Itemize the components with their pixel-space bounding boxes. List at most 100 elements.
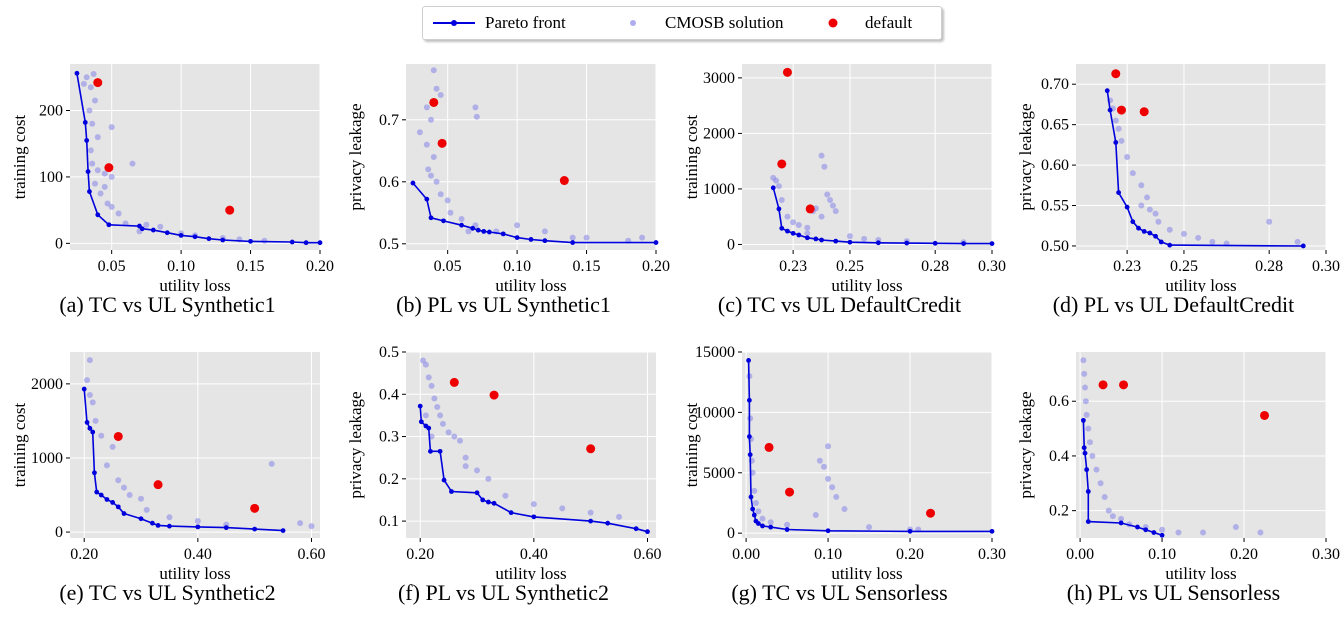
pareto-point xyxy=(1147,230,1153,236)
cmosb-point xyxy=(80,80,87,87)
plot-area xyxy=(70,64,320,250)
cmosb-point xyxy=(87,147,94,154)
cmosb-point xyxy=(451,433,458,440)
cmosb-point xyxy=(92,417,99,424)
pareto-point xyxy=(961,241,966,247)
pareto-point xyxy=(755,521,761,526)
pareto-point xyxy=(989,241,995,247)
cmosb-point xyxy=(816,457,823,464)
pareto-point xyxy=(907,528,913,534)
x-tick-label: 0.10 xyxy=(167,258,195,275)
y-tick-label: 0.3 xyxy=(379,429,399,446)
pareto-point xyxy=(770,185,776,191)
cmosb-point xyxy=(422,361,429,368)
x-tick-label: 0.20 xyxy=(70,546,98,563)
cmosb-point xyxy=(1082,384,1089,391)
cmosb-point xyxy=(825,475,832,482)
cmosb-point xyxy=(775,183,782,190)
plot-area xyxy=(1076,352,1326,538)
cmosb-point xyxy=(104,200,111,207)
cmosb-point xyxy=(1294,238,1301,245)
cmosb-point xyxy=(423,104,430,111)
default-point xyxy=(104,163,114,173)
pareto-point xyxy=(486,229,492,235)
pareto-point xyxy=(747,452,753,458)
y-tick-label: 100 xyxy=(39,169,63,186)
chart-caption: (a) TC vs UL Synthetic1 xyxy=(59,292,276,317)
chart-svg-7: 0.00 0.10 0.20 0.30 0 5000 10000 15000 utility l… xyxy=(682,344,1006,580)
x-tick-label: 0.23 xyxy=(1113,258,1141,275)
default-point xyxy=(586,444,596,454)
cmosb-point xyxy=(833,493,840,500)
pareto-point xyxy=(1124,204,1130,210)
y-axis-label: training cost xyxy=(10,402,29,487)
pareto-point xyxy=(1167,242,1173,248)
x-tick-label: 0.20 xyxy=(406,546,434,563)
chart-panel-7: 0.00 0.10 0.20 0.30 0 5000 10000 15000 utility l… xyxy=(672,330,1007,630)
y-tick-label: 15000 xyxy=(695,344,735,361)
cmosb-point xyxy=(1101,493,1108,500)
legend-item-pareto: Pareto front xyxy=(431,7,566,39)
cmosb-point xyxy=(1266,218,1273,225)
pareto-point xyxy=(1300,243,1306,249)
x-tick-label: 0.00 xyxy=(732,546,760,563)
y-tick-label: 0.70 xyxy=(1041,76,1069,93)
pareto-point xyxy=(904,240,910,246)
cmosb-point xyxy=(1138,182,1145,189)
cmosb-point xyxy=(108,124,115,131)
cmosb-point xyxy=(821,163,828,170)
cmosb-point xyxy=(759,515,766,522)
cmosb-point xyxy=(416,129,423,136)
cmosb-point xyxy=(1146,206,1153,213)
cmosb-point xyxy=(795,222,802,229)
y-tick-label: 0.6 xyxy=(379,174,399,191)
pareto-point xyxy=(82,120,88,125)
pareto-point xyxy=(633,526,639,532)
cmosb-point xyxy=(445,429,452,436)
pareto-point xyxy=(748,494,754,500)
pareto-point xyxy=(847,239,853,245)
pareto-point xyxy=(1118,520,1124,526)
y-tick-label: 0.50 xyxy=(1041,238,1069,255)
pareto-point xyxy=(192,234,198,240)
cmosb-point xyxy=(804,230,811,237)
cmosb-point xyxy=(472,104,479,111)
cmosb-point xyxy=(98,432,105,439)
pareto-point xyxy=(790,230,796,236)
pareto-point xyxy=(87,189,92,194)
pareto-point xyxy=(470,225,476,231)
pareto-point xyxy=(428,448,433,454)
cmosb-point xyxy=(83,74,90,81)
pareto-point xyxy=(1085,489,1091,494)
pareto-point xyxy=(1153,233,1158,239)
pareto-point xyxy=(1085,519,1091,524)
y-tick-label: 1000 xyxy=(31,450,63,467)
cmosb-point xyxy=(1138,202,1145,209)
x-tick-label: 0.20 xyxy=(896,546,924,563)
chart-caption: (d) PL vs UL DefaultCredit xyxy=(1052,292,1295,317)
plot-area xyxy=(1076,64,1326,250)
pareto-point xyxy=(106,222,112,228)
cmosb-point xyxy=(1097,480,1104,487)
cmosb-point xyxy=(1109,513,1116,520)
y-tick-label: 0 xyxy=(727,236,735,253)
pareto-point xyxy=(785,228,790,234)
pareto-point xyxy=(768,524,774,530)
cmosb-point xyxy=(166,514,173,521)
pareto-point xyxy=(588,518,594,524)
cmosb-point xyxy=(430,67,437,74)
cmosb-point xyxy=(778,197,785,204)
chart-panel-8: 0.00 0.10 0.20 0.30 0.2 0.4 0.6 utility loss pri… xyxy=(1006,330,1341,630)
pareto-point xyxy=(195,524,201,530)
plot-area xyxy=(406,352,656,538)
y-tick-label: 1000 xyxy=(703,181,735,198)
cmosb-point xyxy=(1083,411,1090,418)
y-tick-label: 0 xyxy=(55,235,63,252)
cmosb-point xyxy=(423,141,430,148)
pareto-point xyxy=(485,499,491,505)
chart-panel-5: 0.20 0.40 0.60 0 1000 2000 utility loss trainin… xyxy=(0,330,335,630)
chart-caption: (g) TC vs UL Sensorless xyxy=(731,580,948,605)
pareto-point xyxy=(139,226,145,232)
x-axis-label: utility loss xyxy=(1165,276,1236,292)
default-point xyxy=(113,431,123,441)
